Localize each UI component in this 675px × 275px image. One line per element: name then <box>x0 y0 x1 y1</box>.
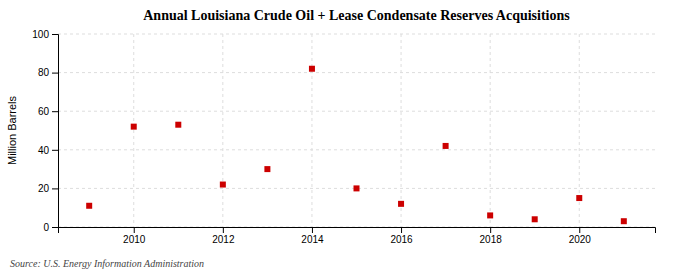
x-grid-line <box>133 34 134 227</box>
y-grid-line <box>58 149 655 150</box>
y-axis: 0 20 40 60 80 100 <box>32 29 58 233</box>
grid <box>58 34 655 227</box>
chart-title: Annual Louisiana Crude Oil + Lease Conde… <box>143 8 570 23</box>
y-tick-label: 80 <box>38 67 50 78</box>
x-tick-label: 2010 <box>123 234 146 245</box>
point <box>576 195 582 201</box>
x-tick-label: 2014 <box>301 234 324 245</box>
x-tick: 2016 <box>390 227 413 245</box>
x-tick-label: 2020 <box>569 234 592 245</box>
point <box>398 201 404 207</box>
y-grid-line <box>58 34 655 35</box>
x-grid-line <box>222 34 223 227</box>
x-tick-mark <box>579 227 580 233</box>
x-grid-line <box>401 34 402 227</box>
point <box>309 66 315 72</box>
x-tick-mark <box>134 227 135 233</box>
point <box>131 124 137 130</box>
y-tick-mark <box>52 34 58 35</box>
y-tick-label: 60 <box>38 106 50 117</box>
y-tick: 0 <box>43 222 58 233</box>
point <box>354 185 360 191</box>
x-tick-label: 2016 <box>390 234 413 245</box>
x-tick-label: 2012 <box>212 234 235 245</box>
chart-svg: 2010 2012 2014 2016 2018 2020 0 20 40 60 80 100 Annu… <box>0 0 675 275</box>
point <box>443 143 449 149</box>
x-tick: 2012 <box>212 227 235 245</box>
x-tick: 2010 <box>123 227 146 245</box>
plot-area: 2010 2012 2014 2016 2018 2020 0 20 40 60 80 100 <box>32 29 655 245</box>
y-tick-label: 100 <box>32 29 49 40</box>
y-tick: 40 <box>38 145 58 156</box>
y-tick-mark <box>52 188 58 189</box>
point <box>621 218 627 224</box>
y-tick-mark <box>52 73 58 74</box>
x-grid-line <box>490 34 491 227</box>
y-tick: 20 <box>38 183 58 194</box>
y-tick-label: 0 <box>43 222 49 233</box>
point <box>532 216 538 222</box>
x-tick: 2014 <box>301 227 324 245</box>
y-tick-label: 20 <box>38 183 50 194</box>
y-tick: 60 <box>38 106 58 117</box>
point <box>175 122 181 128</box>
x-axis-line <box>59 228 656 234</box>
y-grid-line <box>58 111 655 112</box>
y-tick-mark <box>52 150 58 151</box>
point <box>220 182 226 188</box>
x-tick-label: 2018 <box>480 234 503 245</box>
y-axis-line <box>52 35 59 228</box>
y-tick-mark <box>52 227 58 228</box>
y-axis-title: Million Barrels <box>6 95 18 165</box>
x-tick-mark <box>490 227 491 233</box>
point <box>487 212 493 218</box>
x-tick-mark <box>312 227 313 233</box>
y-tick-mark <box>52 111 58 112</box>
point <box>264 166 270 172</box>
y-grid-line <box>58 72 655 73</box>
y-tick: 100 <box>32 29 58 40</box>
x-grid-line <box>311 34 312 227</box>
x-tick: 2020 <box>569 227 592 245</box>
x-axis: 2010 2012 2014 2016 2018 2020 <box>59 227 656 245</box>
x-tick-mark <box>223 227 224 233</box>
point <box>86 203 92 209</box>
y-tick-label: 40 <box>38 145 50 156</box>
source-note: Source: U.S. Energy Information Administ… <box>10 258 204 269</box>
x-tick: 2018 <box>480 227 503 245</box>
points <box>86 66 627 224</box>
y-tick: 80 <box>38 67 58 78</box>
x-tick-mark <box>401 227 402 233</box>
